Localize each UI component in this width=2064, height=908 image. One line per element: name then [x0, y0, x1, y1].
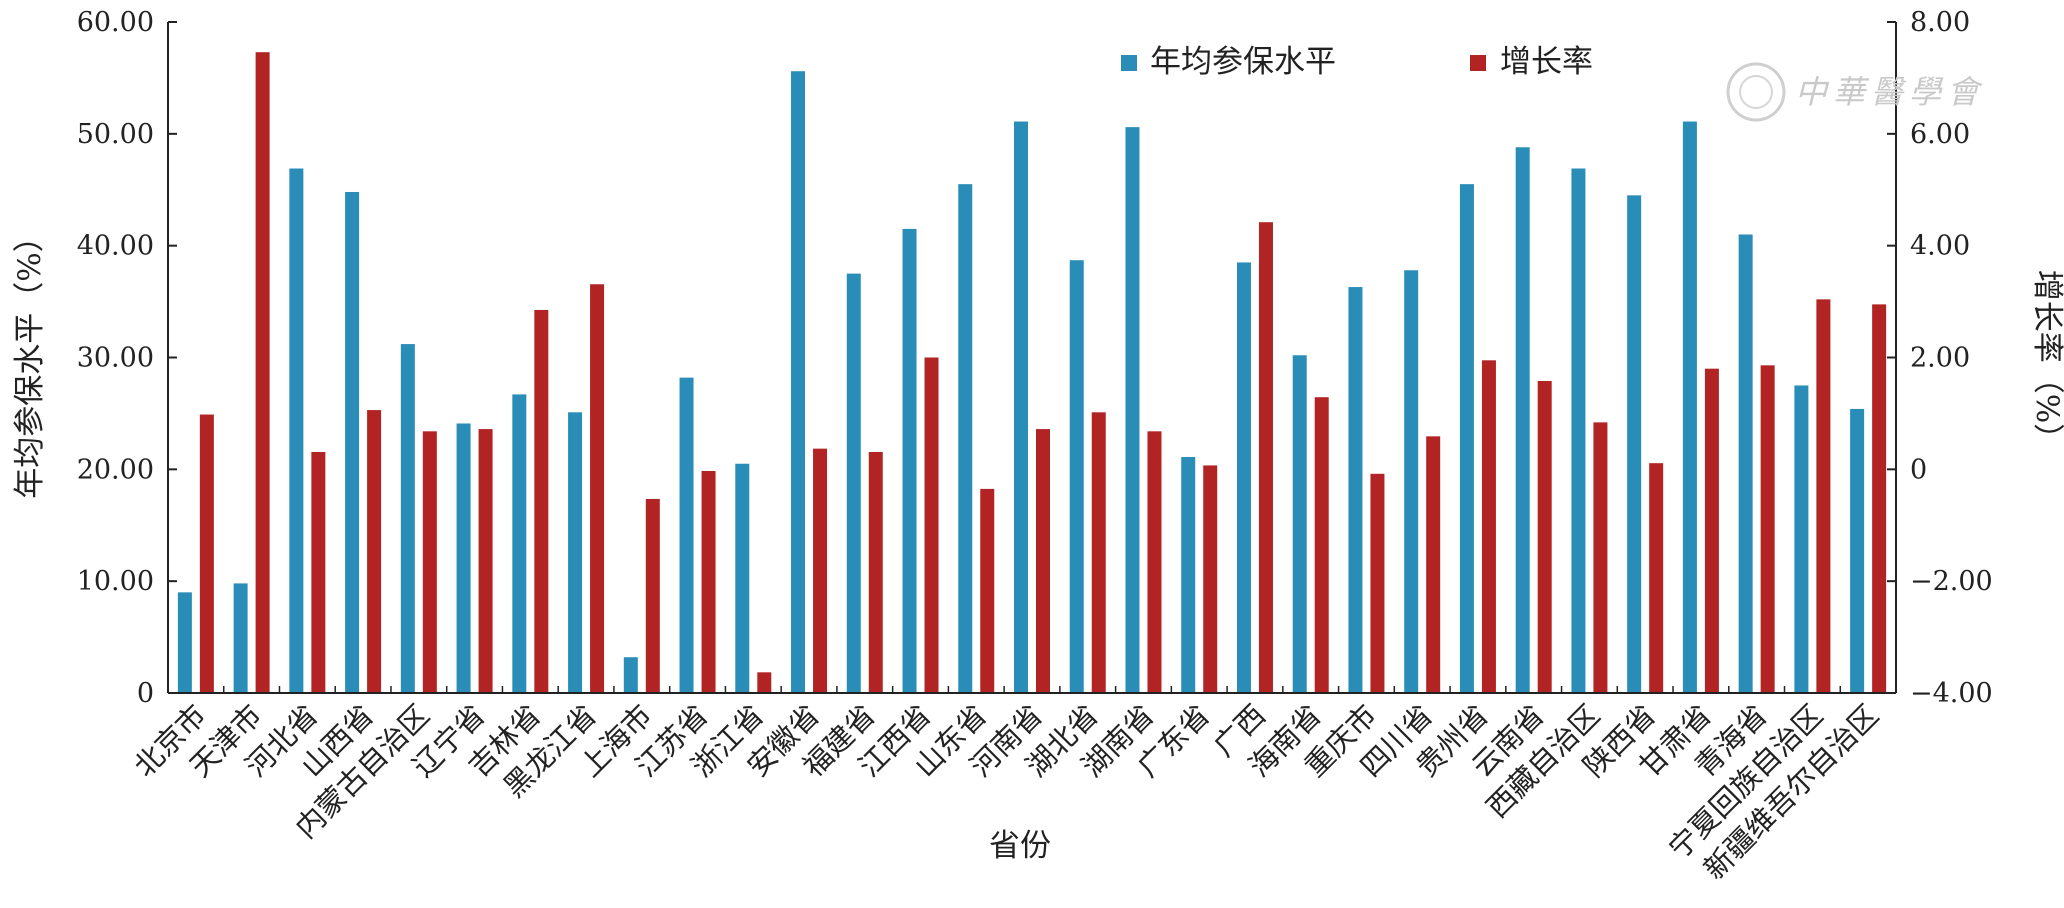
- bar-level: [1515, 147, 1530, 694]
- y-tick-label-right: −2.00: [1910, 566, 1993, 597]
- watermark-text: 中華醫學會: [1795, 73, 1985, 111]
- legend: 年均参保水平 增长率: [1121, 44, 1593, 80]
- bar-growth: [1816, 299, 1831, 693]
- bar-growth: [924, 357, 939, 693]
- bar-growth: [757, 672, 772, 693]
- watermark: 中華醫學會: [1726, 62, 1985, 122]
- bar-level: [233, 583, 248, 693]
- bar-level: [512, 394, 527, 693]
- y-tick-label-left: 30.00: [77, 343, 154, 374]
- bar-growth: [645, 498, 660, 693]
- bar-growth: [1593, 422, 1608, 693]
- bar-level: [1738, 234, 1753, 693]
- bar-growth: [1704, 368, 1719, 693]
- bar-growth: [1258, 222, 1273, 693]
- y-tick-label-right: 4.00: [1910, 231, 1970, 262]
- bar-growth: [980, 488, 995, 693]
- bar-level: [1181, 457, 1196, 693]
- bar-level: [177, 592, 192, 693]
- bar-level: [791, 71, 806, 693]
- y-tick-label-left: 10.00: [77, 566, 154, 597]
- bar-growth: [1537, 380, 1552, 693]
- bar-growth: [1649, 463, 1664, 693]
- y-tick-label-left: 40.00: [77, 231, 154, 262]
- bar-growth: [813, 448, 828, 693]
- bar-level: [1236, 262, 1251, 693]
- bar-growth: [422, 431, 437, 693]
- bar-growth: [1203, 465, 1218, 693]
- bar-growth: [1314, 397, 1329, 693]
- bar-level: [1794, 385, 1809, 693]
- bar-level: [1850, 408, 1865, 693]
- bar-growth: [478, 429, 493, 693]
- legend-swatch-level: [1121, 55, 1137, 71]
- bar-growth: [1036, 429, 1050, 693]
- legend-swatch-growth: [1470, 55, 1486, 71]
- bar-growth: [590, 284, 605, 693]
- bar-level: [1348, 287, 1363, 693]
- y-tick-label-left: 20.00: [77, 454, 154, 485]
- y-tick-label-right: 8.00: [1910, 7, 1970, 38]
- bar-growth: [311, 451, 326, 693]
- bar-level: [1404, 270, 1419, 693]
- bar-growth: [1481, 360, 1496, 693]
- bar-level: [735, 463, 750, 693]
- watermark-seal-icon: [1726, 62, 1786, 122]
- y-tick-label-left: 50.00: [77, 119, 154, 150]
- bar-growth: [1426, 436, 1441, 693]
- bar-level: [1627, 195, 1642, 693]
- y-tick-label-left: 0: [137, 678, 154, 709]
- bar-level: [958, 184, 973, 694]
- y-tick-label-right: 0: [1910, 454, 1927, 485]
- bar-growth: [1370, 473, 1385, 693]
- bar-level: [1571, 168, 1586, 694]
- bar-level: [679, 377, 694, 693]
- y-axis-left-title: 年均参保水平（%）: [12, 221, 48, 498]
- y-tick-label-right: 6.00: [1910, 119, 1970, 150]
- y-tick-label-right: 2.00: [1910, 343, 1970, 374]
- bar-growth: [1872, 304, 1887, 693]
- bar-level: [400, 344, 415, 693]
- bar-growth: [1760, 365, 1775, 693]
- bar-growth: [534, 309, 549, 693]
- bar-level: [846, 273, 861, 693]
- bar-growth: [367, 410, 382, 693]
- bars-group: [177, 52, 1887, 694]
- legend-label-level: 年均参保水平: [1150, 44, 1336, 80]
- ticks-group: 0 10.00 20.00 30.00 40.00 50.00 60.00 −4.00 −2.0…: [77, 7, 1993, 709]
- bar-growth: [255, 52, 270, 693]
- x-axis-title: 省份: [989, 828, 1051, 864]
- bar-level: [568, 412, 583, 693]
- bar-level: [1292, 355, 1307, 693]
- bar-growth: [1091, 412, 1106, 693]
- bar-growth: [868, 451, 883, 693]
- bar-growth: [199, 414, 214, 693]
- watermark-seal-inner: [1739, 75, 1773, 109]
- bar-level: [345, 191, 360, 693]
- bar-level: [456, 423, 471, 693]
- bar-level: [623, 657, 638, 693]
- y-tick-label-right: −4.00: [1910, 678, 1993, 709]
- bar-level: [1125, 127, 1140, 693]
- bar-level: [1682, 121, 1697, 693]
- bar-level: [1459, 184, 1474, 694]
- bar-level: [1069, 260, 1084, 693]
- bar-growth: [701, 471, 716, 693]
- bar-level: [1014, 121, 1028, 693]
- bar-level: [289, 168, 304, 694]
- y-tick-label-left: 60.00: [77, 7, 154, 38]
- y-axis-right-title: 增长率（%）: [2029, 270, 2064, 454]
- bar-growth: [1147, 431, 1162, 693]
- legend-label-growth: 增长率: [1500, 44, 1593, 80]
- bar-level: [902, 228, 917, 693]
